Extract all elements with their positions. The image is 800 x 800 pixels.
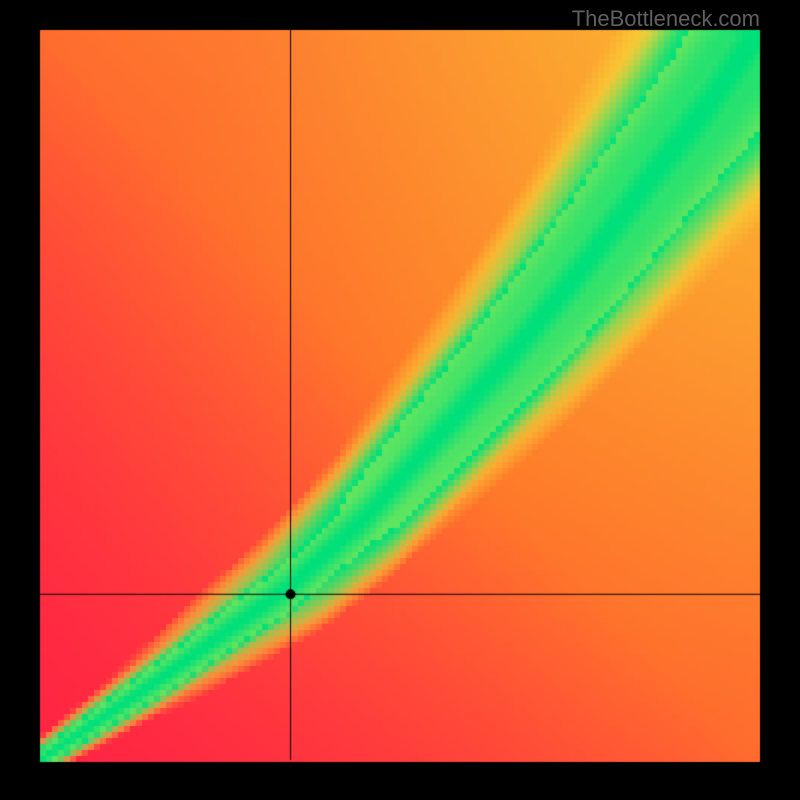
- bottleneck-heatmap: [0, 0, 800, 800]
- chart-container: TheBottleneck.com: [0, 0, 800, 800]
- watermark-text: TheBottleneck.com: [572, 6, 760, 32]
